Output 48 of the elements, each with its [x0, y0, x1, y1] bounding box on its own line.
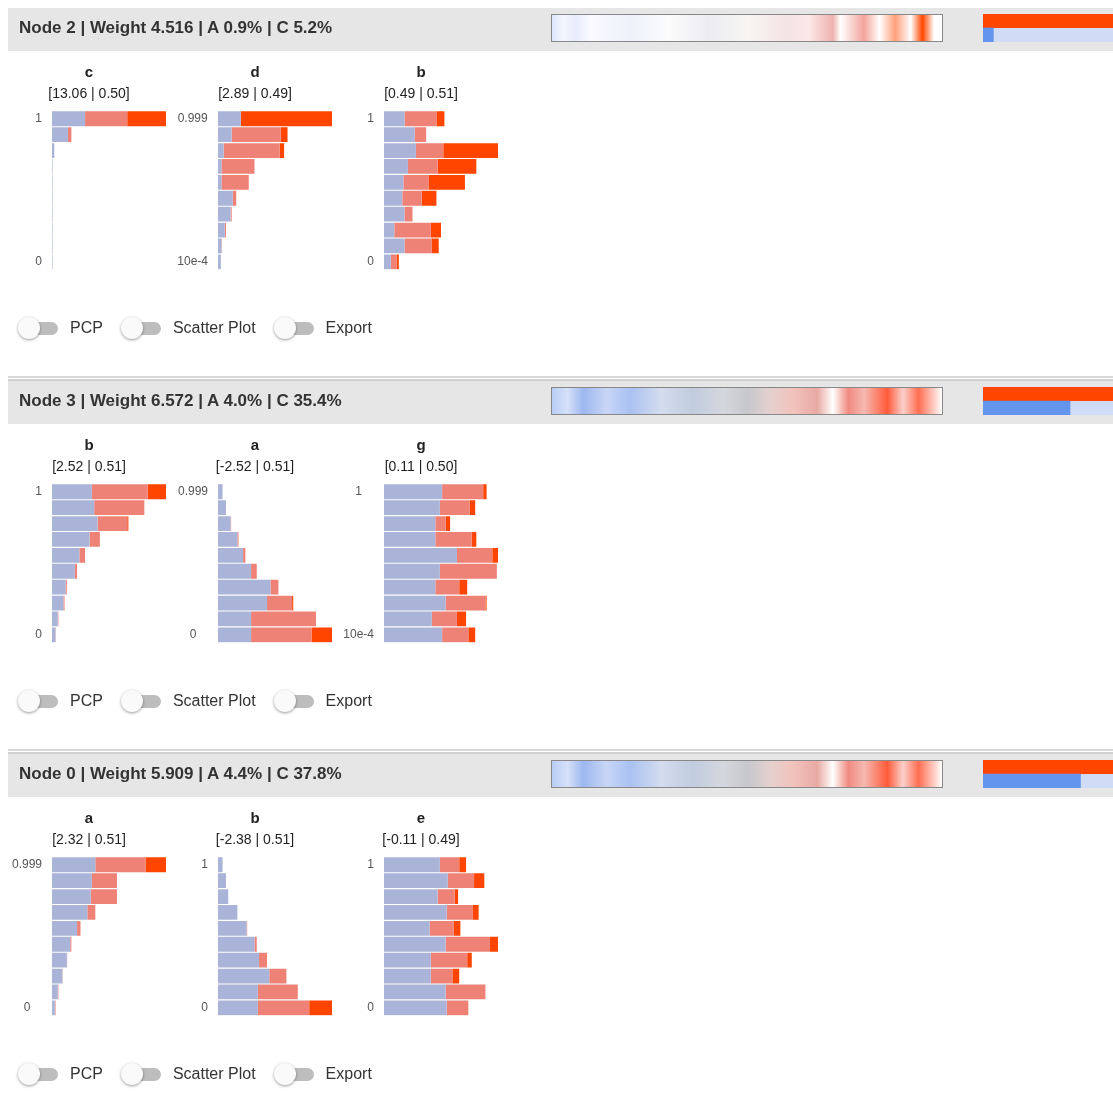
chart-title: a	[250, 436, 260, 454]
text: Node 0 | Weight 5.909 | A 4.4% | C 37.8%	[19, 764, 342, 784]
chart-title: b	[416, 63, 426, 81]
y-tick-label: 0	[189, 627, 197, 642]
chart-subtitle: [-2.52 | 0.51]	[215, 458, 295, 475]
y-tick-label: 0.999	[11, 857, 43, 872]
chart-subtitle: [-0.11 | 0.49]	[382, 831, 460, 848]
chart-title: g	[416, 436, 426, 454]
y-tick-label: 1	[367, 857, 375, 872]
y-tick-label: 0.999	[177, 484, 209, 499]
y-tick-label: 10e-4	[343, 627, 375, 642]
y-tick-label: 1	[35, 484, 43, 499]
text: Node 2 | Weight 4.516 | A 0.9% | C 5.2%	[19, 18, 333, 38]
y-tick-label: 0	[35, 627, 43, 642]
chart-subtitle: [13.06 | 0.50]	[48, 85, 130, 102]
chart-subtitle: [2.89 | 0.49]	[218, 85, 292, 102]
text: Node 3 | Weight 6.572 | A 4.0% | C 35.4%	[19, 391, 342, 411]
chart-subtitle: [2.32 | 0.51]	[52, 831, 126, 848]
text: Scatter Plot	[172, 1065, 256, 1083]
chart-title: e	[416, 809, 426, 827]
text: Export	[325, 319, 372, 337]
chart-subtitle: [0.49 | 0.51]	[384, 85, 458, 102]
y-tick-label: 0	[35, 254, 43, 269]
text: Scatter Plot	[172, 692, 256, 710]
text: Export	[325, 692, 372, 710]
chart-subtitle: [0.11 | 0.50]	[384, 458, 458, 475]
y-tick-label: 1	[201, 857, 209, 872]
y-tick-label: 0	[23, 1000, 31, 1015]
chart-title: d	[250, 63, 260, 81]
y-tick-label: 0	[201, 1000, 209, 1015]
chart-subtitle: [2.52 | 0.51]	[52, 458, 126, 475]
y-tick-label: 0	[367, 254, 375, 269]
chart-subtitle: [-2.38 | 0.51]	[215, 831, 295, 848]
text: PCP	[70, 319, 103, 337]
y-tick-label: 0	[367, 1000, 375, 1015]
chart-title: c	[84, 63, 94, 81]
y-tick-label: 1	[367, 111, 375, 126]
text: Export	[325, 1065, 372, 1083]
chart-title: b	[84, 436, 94, 454]
text: PCP	[70, 692, 103, 710]
text: Scatter Plot	[172, 319, 256, 337]
chart-title: b	[250, 809, 260, 827]
y-tick-label: 10e-4	[177, 254, 209, 269]
y-tick-label: 1	[355, 484, 363, 499]
y-tick-label: 1	[35, 111, 43, 126]
y-tick-label: 0.999	[177, 111, 208, 126]
text: PCP	[70, 1065, 103, 1083]
chart-title: a	[84, 809, 94, 827]
